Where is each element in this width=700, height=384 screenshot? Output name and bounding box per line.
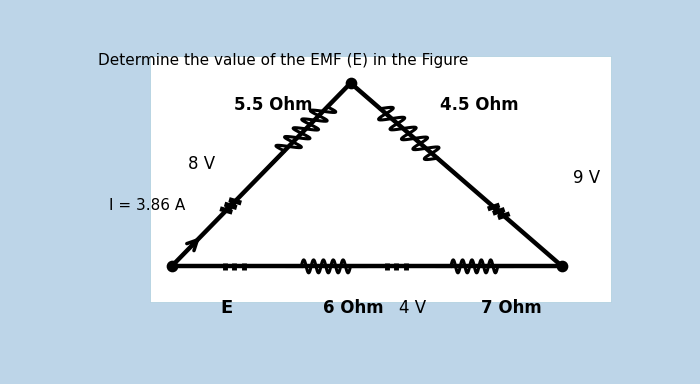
Text: 6 Ohm: 6 Ohm	[323, 299, 384, 317]
Text: 4.5 Ohm: 4.5 Ohm	[440, 96, 519, 114]
Text: E: E	[220, 299, 232, 317]
Point	[166, 263, 177, 270]
Text: 4 V: 4 V	[400, 299, 426, 317]
Point	[345, 80, 356, 86]
Text: 8 V: 8 V	[188, 156, 215, 173]
Text: 5.5 Ohm: 5.5 Ohm	[234, 96, 312, 114]
FancyBboxPatch shape	[150, 56, 611, 302]
Text: 7 Ohm: 7 Ohm	[481, 299, 542, 317]
Text: I = 3.86 A: I = 3.86 A	[109, 198, 186, 213]
Text: Determine the value of the EMF (E) in the Figure: Determine the value of the EMF (E) in th…	[98, 53, 469, 68]
Text: 9 V: 9 V	[573, 169, 600, 187]
Point	[556, 263, 568, 270]
